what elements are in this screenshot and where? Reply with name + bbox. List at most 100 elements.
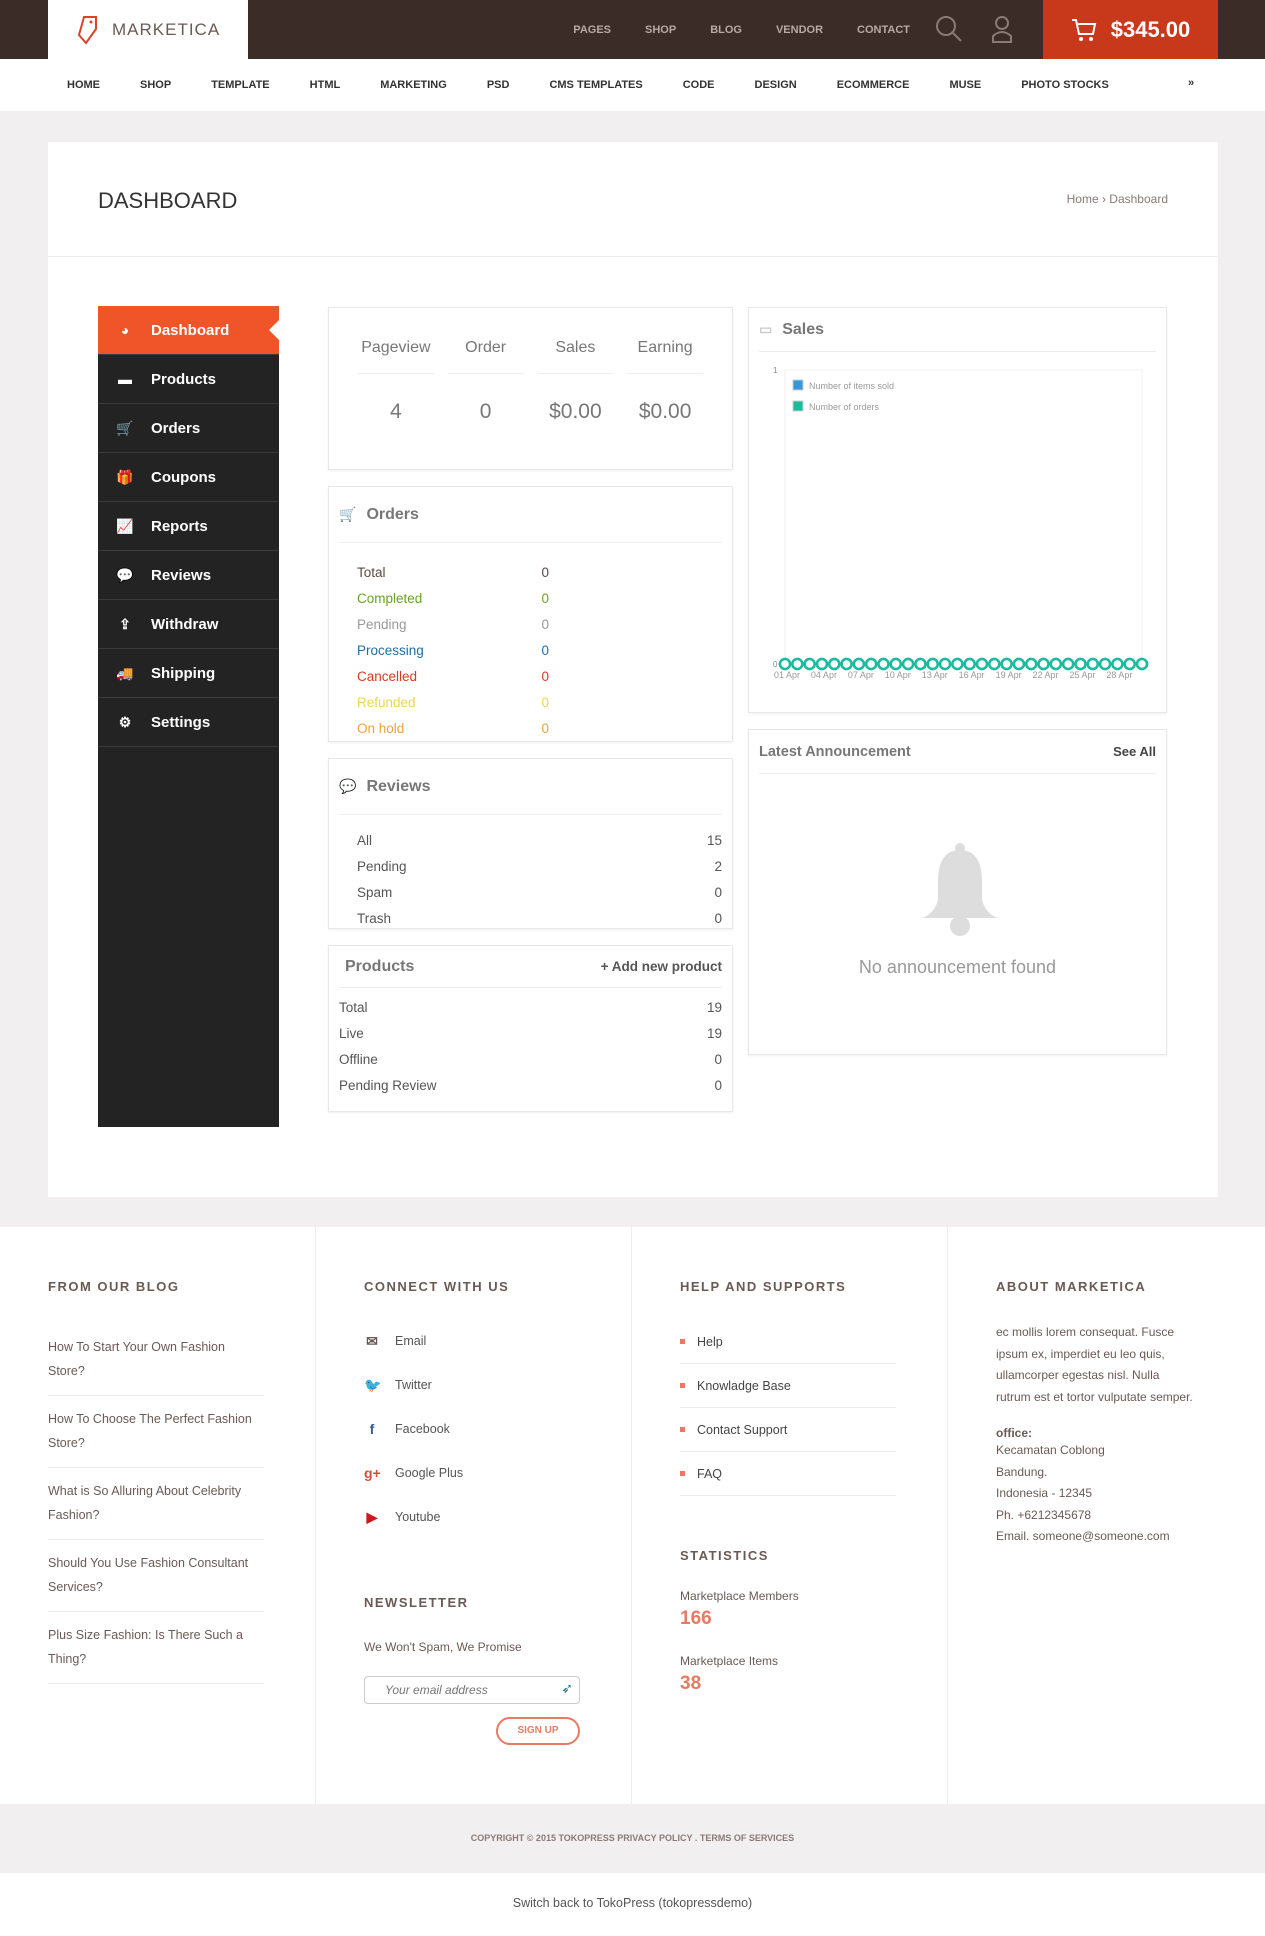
top-link-contact[interactable]: CONTACT — [857, 23, 910, 36]
row-value: 0 — [541, 720, 549, 736]
see-all-link[interactable]: See All — [1113, 744, 1156, 759]
bullet-icon — [680, 1471, 685, 1476]
nav-marketing[interactable]: MARKETING — [380, 79, 447, 91]
search-icon[interactable] — [934, 14, 964, 44]
cart-button[interactable]: $345.00 — [1043, 0, 1218, 59]
statistic-label: Marketplace Items — [680, 1654, 779, 1668]
nav-cms-templates[interactable]: CMS TEMPLATES — [549, 79, 643, 91]
sidebar-item-dashboard[interactable]: ◕ Dashboard — [98, 306, 279, 355]
nav-ecommerce[interactable]: ECOMMERCE — [836, 79, 910, 91]
sidebar-item-products[interactable]: ▬ Products — [98, 355, 279, 404]
products-title: Products — [345, 957, 415, 975]
help-label: FAQ — [697, 1466, 723, 1481]
social-label: Email — [395, 1334, 427, 1348]
chevron-double-down-icon[interactable]: » — [1188, 77, 1195, 89]
switch-back-link[interactable]: Switch back to TokoPress (tokopressdemo) — [0, 1873, 1265, 1936]
blog-post-link[interactable]: Should You Use Fashion Consultant Servic… — [48, 1540, 264, 1612]
nav-photo-stocks[interactable]: PHOTO STOCKS — [1021, 79, 1109, 91]
data-point — [1086, 657, 1100, 671]
social-link-facebook[interactable]: f Facebook — [364, 1407, 631, 1451]
stat-value: 0 — [479, 400, 492, 423]
products-row[interactable]: Live 19 — [339, 1020, 722, 1046]
orders-row[interactable]: Refunded 0 — [357, 689, 549, 715]
email-field[interactable] — [365, 1677, 545, 1697]
help-link[interactable]: Help — [680, 1320, 896, 1364]
products-row[interactable]: Offline 0 — [339, 1046, 722, 1072]
nav-template[interactable]: TEMPLATE — [211, 79, 270, 91]
newsletter-email-input[interactable]: ➶ — [364, 1676, 580, 1704]
reviews-row[interactable]: Pending 2 — [357, 853, 722, 879]
blog-post-link[interactable]: Plus Size Fashion: Is There Such a Thing… — [48, 1612, 264, 1684]
send-icon[interactable]: ➶ — [561, 1680, 573, 1696]
nav-design[interactable]: DESIGN — [754, 79, 797, 91]
orders-row[interactable]: Cancelled 0 — [357, 663, 549, 689]
row-label: Processing — [357, 642, 424, 658]
logo[interactable]: MARKETICA — [48, 0, 248, 59]
data-point — [963, 657, 976, 671]
help-link[interactable]: FAQ — [680, 1452, 896, 1496]
user-icon[interactable] — [987, 14, 1017, 44]
sidebar-item-label: Coupons — [151, 468, 216, 486]
data-point — [901, 657, 915, 671]
products-row[interactable]: Pending Review 0 — [339, 1072, 722, 1098]
main-nav: HOME SHOP TEMPLATE HTML MARKETING PSD CM… — [0, 59, 1265, 111]
products-row[interactable]: Total 19 — [339, 994, 722, 1020]
stat-label: Sales — [537, 308, 614, 374]
email-icon: ✉ — [366, 1332, 378, 1349]
stat-pageview: Pageview 4 — [358, 308, 434, 469]
orders-row[interactable]: Completed 0 — [357, 585, 549, 611]
blog-post-link[interactable]: What is So Alluring About Celebrity Fash… — [48, 1468, 264, 1540]
row-label: Spam — [357, 884, 393, 900]
orders-row[interactable]: Pending 0 — [357, 611, 549, 637]
row-value: 2 — [714, 858, 722, 874]
sidebar-item-coupons[interactable]: 🎁 Coupons — [98, 453, 279, 502]
reviews-row[interactable]: Spam 0 — [357, 879, 722, 905]
row-label: On hold — [357, 720, 405, 736]
blog-post-link[interactable]: How To Choose The Perfect Fashion Store? — [48, 1396, 264, 1468]
social-link-google-plus[interactable]: g+ Google Plus — [364, 1451, 631, 1495]
sidebar-item-shipping[interactable]: 🚚 Shipping — [98, 649, 279, 698]
sidebar-item-orders[interactable]: 🛒 Orders — [98, 404, 279, 453]
dashboard-icon: ◕ — [120, 322, 130, 338]
breadcrumb[interactable]: Home › Dashboard — [1066, 192, 1168, 206]
orders-row[interactable]: Processing 0 — [357, 637, 549, 663]
reviews-row[interactable]: Trash 0 — [357, 905, 722, 931]
data-point — [840, 657, 853, 671]
nav-code[interactable]: CODE — [682, 79, 715, 91]
orders-card: 🛒 Orders Total 0 Completed 0 Pending 0 Processi… — [328, 486, 733, 742]
social-link-twitter[interactable]: 🐦 Twitter — [364, 1363, 631, 1407]
sidebar-item-reviews[interactable]: 💬 Reviews — [98, 551, 279, 600]
top-link-pages[interactable]: PAGES — [573, 23, 611, 36]
announcement-title: Latest Announcement — [759, 743, 911, 760]
sign-up-button[interactable]: SIGN UP — [496, 1717, 580, 1745]
nav-home[interactable]: HOME — [67, 79, 100, 91]
social-link-email[interactable]: ✉ Email — [364, 1319, 631, 1363]
data-point — [926, 657, 939, 671]
bullet-icon — [680, 1383, 685, 1388]
nav-muse[interactable]: MUSE — [949, 79, 982, 91]
help-link[interactable]: Contact Support — [680, 1408, 896, 1452]
stat-value: 4 — [390, 400, 402, 423]
social-label: Twitter — [395, 1378, 432, 1392]
row-label: Live — [339, 1025, 364, 1041]
add-new-product-link[interactable]: + Add new product — [600, 959, 722, 974]
row-value: 19 — [706, 1025, 722, 1041]
top-link-shop[interactable]: SHOP — [645, 23, 677, 36]
blog-post-link[interactable]: How To Start Your Own Fashion Store? — [48, 1324, 264, 1396]
nav-html[interactable]: HTML — [309, 79, 341, 91]
sidebar-item-settings[interactable]: ⚙ Settings — [98, 698, 279, 747]
statistic-label: Marketplace Members — [680, 1589, 799, 1603]
nav-psd[interactable]: PSD — [486, 79, 510, 91]
social-link-youtube[interactable]: ▶ Youtube — [364, 1495, 631, 1539]
sidebar-item-reports[interactable]: 📈 Reports — [98, 502, 279, 551]
top-link-blog[interactable]: BLOG — [710, 23, 742, 36]
help-link[interactable]: Knowladge Base — [680, 1364, 896, 1408]
data-point — [1098, 657, 1112, 671]
top-link-vendor[interactable]: VENDOR — [775, 23, 824, 36]
orders-row[interactable]: On hold 0 — [357, 715, 549, 741]
sidebar-item-withdraw[interactable]: ⇪ Withdraw — [98, 600, 279, 649]
nav-shop[interactable]: SHOP — [140, 79, 172, 91]
row-label: Offline — [339, 1051, 378, 1067]
orders-row[interactable]: Total 0 — [357, 559, 549, 585]
reviews-row[interactable]: All 15 — [357, 827, 722, 853]
